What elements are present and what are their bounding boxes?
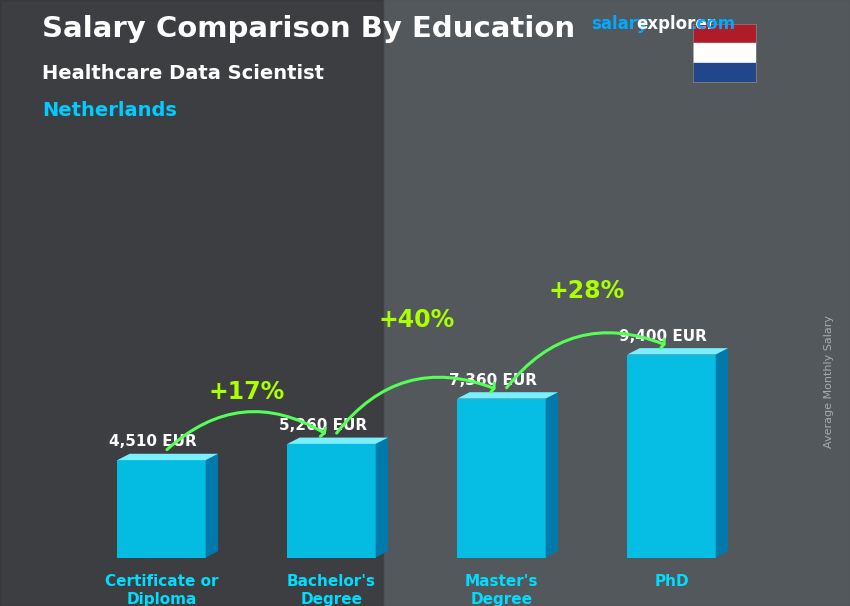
Polygon shape [457, 399, 546, 558]
Polygon shape [287, 438, 388, 444]
Polygon shape [627, 355, 716, 558]
Polygon shape [117, 454, 218, 460]
Bar [693, 44, 756, 62]
Polygon shape [716, 348, 728, 558]
Text: Healthcare Data Scientist: Healthcare Data Scientist [42, 64, 325, 82]
Text: 9,400 EUR: 9,400 EUR [619, 328, 706, 344]
Text: Average Monthly Salary: Average Monthly Salary [824, 315, 834, 448]
Text: .com: .com [690, 15, 735, 33]
Text: salary: salary [591, 15, 648, 33]
Polygon shape [206, 454, 218, 558]
Polygon shape [546, 392, 558, 558]
Text: +40%: +40% [378, 308, 455, 331]
Polygon shape [457, 392, 558, 399]
Text: +28%: +28% [548, 279, 625, 304]
Text: Netherlands: Netherlands [42, 101, 178, 120]
Polygon shape [117, 460, 206, 558]
Text: 4,510 EUR: 4,510 EUR [109, 435, 196, 449]
Text: +17%: +17% [208, 380, 285, 404]
Bar [382, 0, 850, 606]
Text: Salary Comparison By Education: Salary Comparison By Education [42, 15, 575, 43]
Text: 7,360 EUR: 7,360 EUR [449, 373, 537, 388]
Bar [693, 24, 756, 44]
Polygon shape [287, 444, 376, 558]
Text: explorer: explorer [636, 15, 715, 33]
Polygon shape [627, 348, 728, 355]
Polygon shape [376, 438, 388, 558]
Text: 5,260 EUR: 5,260 EUR [279, 418, 367, 433]
Bar [693, 62, 756, 82]
Bar [0, 0, 382, 606]
